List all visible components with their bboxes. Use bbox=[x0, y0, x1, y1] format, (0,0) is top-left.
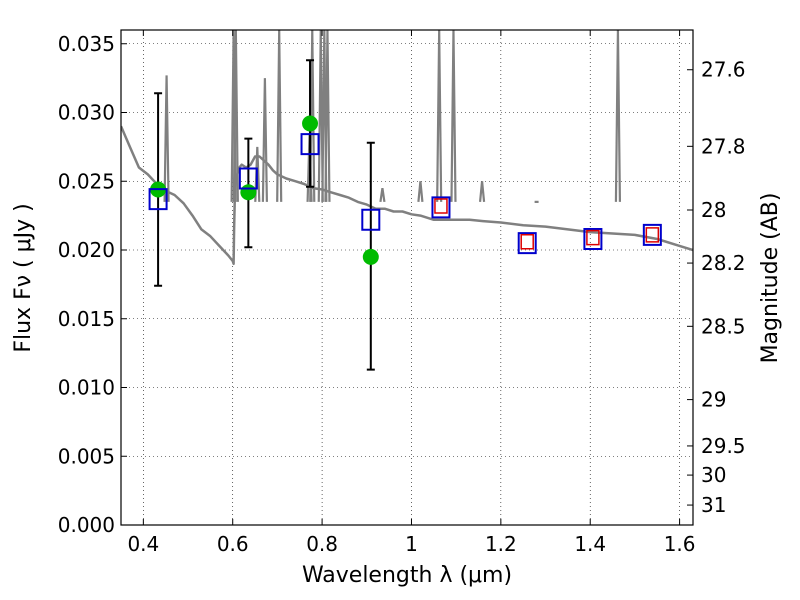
y2-axis-title: Magnitude (AB) bbox=[758, 193, 783, 364]
x-tick-label: 1.6 bbox=[664, 532, 696, 556]
y2-tick-label: 28 bbox=[701, 198, 726, 222]
model-flux-square bbox=[517, 232, 537, 255]
model-flux-square bbox=[148, 188, 168, 211]
y-tick-label: 0.015 bbox=[58, 307, 115, 331]
fit-flux-square bbox=[645, 227, 660, 243]
y-tick-label: 0.000 bbox=[58, 513, 115, 537]
model-flux-square bbox=[238, 167, 258, 190]
grid bbox=[121, 30, 693, 526]
y2-tick-label: 30 bbox=[701, 463, 726, 487]
x-axis-title: Wavelength λ (μm) bbox=[302, 563, 512, 588]
fit-flux-square bbox=[520, 234, 534, 250]
axes: 0.4 0.6 0.8 1 1.2 1.4 1.6 0.000 0.005 0.010 0.015 0… bbox=[58, 30, 746, 556]
fit-flux-square bbox=[586, 229, 600, 246]
emission-line-spike bbox=[276, 30, 283, 202]
emission-line-spike bbox=[450, 30, 457, 202]
model-flux-square bbox=[361, 208, 381, 231]
model-flux-square bbox=[431, 196, 451, 219]
emission-line-spike bbox=[614, 30, 622, 202]
model-flux-square bbox=[642, 223, 662, 246]
y2-tick-label: 27.6 bbox=[701, 58, 746, 82]
x-tick-label: 0.6 bbox=[217, 532, 249, 556]
emission-line-spike bbox=[261, 78, 268, 202]
model-flux-square bbox=[583, 228, 603, 250]
y-tick-label: 0.035 bbox=[58, 32, 115, 56]
x-tick-label: 0.8 bbox=[306, 532, 338, 556]
x-tick-label: 1.2 bbox=[485, 532, 517, 556]
emission-line-spike bbox=[324, 30, 331, 202]
emission-line-spike bbox=[478, 181, 486, 202]
model-flux-square bbox=[300, 133, 320, 156]
y2-tick-label: 28.2 bbox=[701, 251, 746, 275]
model-spectrum-line bbox=[121, 125, 693, 266]
observed-flux-point bbox=[302, 115, 319, 132]
observed-flux-point bbox=[240, 184, 257, 201]
y2-tick-label: 28.5 bbox=[701, 314, 746, 338]
x-tick-label: 1.4 bbox=[574, 532, 606, 556]
y-tick-label: 0.005 bbox=[58, 444, 115, 468]
x-tick-label: 1 bbox=[405, 532, 418, 556]
y-tick-label: 0.020 bbox=[58, 238, 115, 262]
emission-line-spike bbox=[417, 181, 424, 202]
y-axis-title: Flux Fν ( μJy ) bbox=[11, 203, 36, 352]
observed-flux-point bbox=[362, 248, 379, 265]
y2-tick-label: 29 bbox=[701, 388, 726, 412]
fit-flux-square bbox=[434, 198, 448, 214]
y-tick-label: 0.025 bbox=[58, 169, 115, 193]
y2-tick-label: 29.5 bbox=[701, 434, 746, 458]
plot-frame bbox=[120, 29, 694, 526]
y-tick-label: 0.030 bbox=[58, 101, 115, 125]
emission-line-spike bbox=[436, 30, 443, 202]
emission-line-spike bbox=[163, 75, 170, 202]
y2-tick-label: 27.8 bbox=[701, 134, 746, 158]
plot-area bbox=[121, 30, 693, 371]
x-tick-label: 0.4 bbox=[127, 532, 159, 556]
emission-line-spike bbox=[379, 187, 386, 203]
y-tick-label: 0.010 bbox=[58, 376, 115, 400]
y2-tick-label: 31 bbox=[701, 493, 726, 517]
emission-line-spike bbox=[232, 30, 239, 202]
